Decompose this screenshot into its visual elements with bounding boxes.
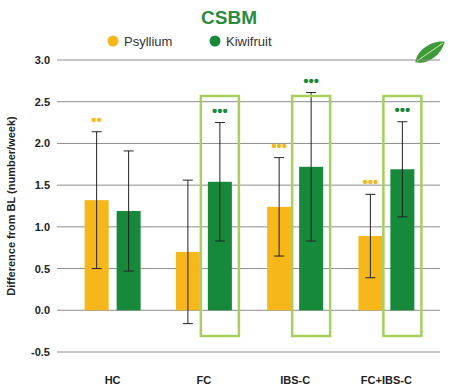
x-tick-label: FC+IBS-C bbox=[361, 374, 412, 386]
y-tick-label: 0.0 bbox=[35, 304, 50, 316]
grid-line bbox=[57, 352, 440, 353]
y-axis-label: Difference from BL (number/week) bbox=[5, 116, 17, 296]
significance-label: ••• bbox=[394, 101, 410, 118]
highlight-box bbox=[201, 96, 239, 336]
annotations: ••••••••••••••••• bbox=[91, 72, 410, 191]
plot-marks bbox=[85, 93, 415, 324]
highlight-box bbox=[292, 96, 330, 336]
error-bar bbox=[183, 180, 193, 323]
y-tick-label: 3.0 bbox=[35, 54, 50, 66]
chart: CSBM Psyllium Kiwifruit Difference from BL … bbox=[0, 0, 459, 392]
significance-label: ••• bbox=[303, 72, 319, 89]
grid-line bbox=[57, 60, 440, 61]
significance-label: ••• bbox=[212, 102, 228, 119]
y-tick-label: 2.5 bbox=[35, 96, 50, 108]
y-tick-label: 1.5 bbox=[35, 179, 50, 191]
legend-item: Kiwifruit bbox=[210, 34, 272, 49]
error-bar bbox=[124, 151, 134, 271]
error-bar bbox=[365, 194, 375, 277]
significance-label: •• bbox=[91, 111, 102, 128]
error-bar bbox=[306, 93, 316, 242]
y-tick-label: 1.0 bbox=[35, 221, 50, 233]
leaf bbox=[411, 36, 448, 68]
x-tick-label: HC bbox=[105, 374, 121, 386]
legend-label: Kiwifruit bbox=[226, 34, 272, 49]
error-bar bbox=[215, 123, 225, 241]
error-bar bbox=[397, 122, 407, 217]
leaf-vein bbox=[417, 43, 443, 61]
significance-label: ••• bbox=[271, 137, 287, 154]
grid bbox=[57, 60, 440, 352]
legend-swatch bbox=[108, 36, 119, 47]
legend-item: Psyllium bbox=[108, 34, 173, 49]
x-tick-label: IBS-C bbox=[280, 374, 310, 386]
x-tick-label: FC bbox=[197, 374, 212, 386]
y-tick-label: 2.0 bbox=[35, 137, 50, 149]
legend-swatch bbox=[210, 36, 221, 47]
error-bar bbox=[274, 158, 284, 256]
highlight-box bbox=[383, 96, 421, 336]
legend-label: Psyllium bbox=[124, 34, 172, 49]
significance-label: ••• bbox=[362, 173, 378, 190]
error-bar bbox=[92, 132, 102, 269]
y-tick-label: -0.5 bbox=[31, 346, 50, 358]
title: CSBM bbox=[201, 7, 257, 28]
leaf-decoration bbox=[411, 36, 448, 68]
y-tick-label: 0.5 bbox=[35, 263, 50, 275]
